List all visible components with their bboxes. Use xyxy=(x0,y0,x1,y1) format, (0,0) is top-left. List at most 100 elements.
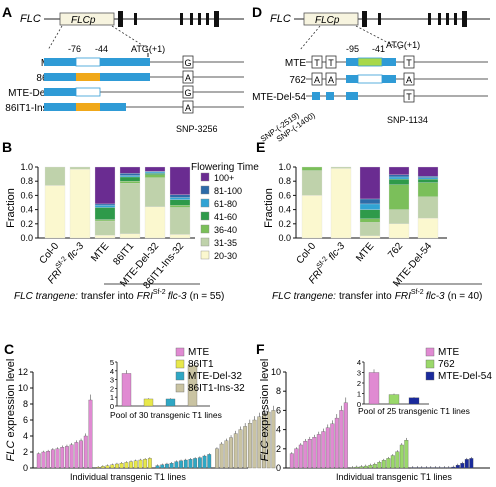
a-promoter-mid xyxy=(76,73,100,81)
c-y-tick-label: 10 xyxy=(18,383,28,393)
b-y-tick-label: 1.0 xyxy=(20,162,33,172)
c-bar xyxy=(41,451,46,469)
b-y-tick-label: 0.6 xyxy=(20,190,33,200)
legend-swatch xyxy=(200,198,210,208)
c-legend-swatch xyxy=(175,383,185,393)
c-bar xyxy=(155,465,160,469)
e-y-tick-label: 1.0 xyxy=(278,162,291,172)
d-construct-label: MTE xyxy=(285,58,306,69)
e-bar-segment xyxy=(359,166,381,200)
a-pos-76: -76 xyxy=(68,44,81,54)
d-construct-label: MTE-Del-54 xyxy=(252,92,306,103)
panel-label-a: A xyxy=(2,4,12,20)
f-bar xyxy=(339,410,344,469)
b-bar-segment xyxy=(44,166,66,186)
f-bar xyxy=(343,402,348,469)
d-snp-box xyxy=(403,55,415,69)
b-bar-segment xyxy=(169,194,191,198)
b-bar-segment xyxy=(69,168,91,239)
c-bar xyxy=(165,463,169,469)
legend-item-label: 36-40 xyxy=(214,225,237,235)
f-bar xyxy=(404,440,409,469)
f-y-tick-label: 2 xyxy=(276,444,281,454)
c-bar xyxy=(83,435,88,469)
b-bar-segment xyxy=(94,219,116,222)
c-bar xyxy=(160,464,165,469)
panel-e-ylabel: Fraction xyxy=(263,188,275,228)
c-bar xyxy=(143,459,148,469)
c-y-tick-label: 12 xyxy=(18,367,28,377)
f-bar xyxy=(368,464,373,469)
gene-name-flc: FLC xyxy=(20,13,41,25)
panel-c-ylabel: FLC expression level xyxy=(5,359,17,462)
e-bar-segment xyxy=(330,166,352,169)
f-bar xyxy=(312,437,317,469)
b-bar-segment xyxy=(44,185,66,239)
e-bar-segment xyxy=(359,218,381,223)
legend-swatch xyxy=(200,185,210,195)
d-snp-box xyxy=(311,55,323,69)
f-inset-bar xyxy=(368,372,380,405)
e-bar-segment xyxy=(301,166,323,171)
d-snp-1134-label: SNP-1134 xyxy=(387,115,428,125)
c-bar xyxy=(79,440,83,469)
c-bar xyxy=(229,437,233,469)
d-snp-box xyxy=(403,72,415,86)
legend-swatch xyxy=(200,172,210,182)
d-pos-95: -95 xyxy=(346,44,359,54)
e-bar-segment xyxy=(417,217,439,239)
f-legend-swatch xyxy=(425,359,435,369)
b-bar-segment xyxy=(119,175,141,178)
e-bar-segment xyxy=(359,209,381,219)
c-legend-swatch xyxy=(175,359,185,369)
c-bar xyxy=(247,423,252,469)
a-snp-allele: A xyxy=(185,73,191,83)
b-y-tick-label: 0.2 xyxy=(20,219,33,229)
b-bar-segment xyxy=(144,171,166,174)
legend-swatch xyxy=(200,224,210,234)
c-bar xyxy=(233,433,238,469)
a-atg-label: ATG(+1) xyxy=(131,44,165,54)
c-bar xyxy=(100,466,105,469)
b-bar-segment xyxy=(119,166,141,174)
e-y-tick-label: 0.8 xyxy=(278,176,291,186)
b-bar-segment xyxy=(144,174,166,178)
c-bar xyxy=(96,467,101,469)
b-bar-segment xyxy=(144,177,166,207)
f-inset-bar xyxy=(388,394,400,405)
f-bar xyxy=(464,459,469,469)
c-legend-label: 86IT1 xyxy=(188,359,214,370)
f-inset-y-tick-label: 3 xyxy=(357,369,361,378)
b-bar-segment xyxy=(119,233,141,239)
c-y-tick-label: 4 xyxy=(23,431,28,441)
d-snp-box xyxy=(325,72,337,86)
c-bar xyxy=(74,442,79,469)
a-snp-box xyxy=(182,85,194,99)
c-legend-label: MTE-Del-32 xyxy=(188,371,242,382)
b-y-tick-label: 0.8 xyxy=(20,176,33,186)
e-y-tick-label: 0.6 xyxy=(278,190,291,200)
flc-promoter-label: FLCp xyxy=(71,15,96,26)
c-bar xyxy=(50,449,55,469)
c-bar xyxy=(215,448,219,469)
b-bar-segment xyxy=(119,181,141,184)
a-snp-box xyxy=(182,70,194,84)
d-snp-allele: A xyxy=(406,75,412,85)
e-bar-segment xyxy=(301,195,323,239)
c-bar xyxy=(169,463,174,469)
f-bar xyxy=(399,444,404,469)
c-inset-y-tick-label: 1 xyxy=(110,393,114,402)
c-inset-y-tick-label: 2 xyxy=(110,384,114,393)
c-bar xyxy=(147,458,152,469)
b-bar-segment xyxy=(169,205,191,208)
e-category-label: Col-0 xyxy=(295,241,319,267)
c-bar xyxy=(271,410,276,469)
c-inset-y-tick-label: 5 xyxy=(110,358,114,367)
e-bar-segment xyxy=(359,235,381,239)
c-bar xyxy=(124,462,129,469)
f-bar xyxy=(359,466,364,469)
legend-swatch xyxy=(200,237,210,247)
a-promoter-right xyxy=(100,73,150,81)
f-y-tick-label: 8 xyxy=(276,386,281,396)
